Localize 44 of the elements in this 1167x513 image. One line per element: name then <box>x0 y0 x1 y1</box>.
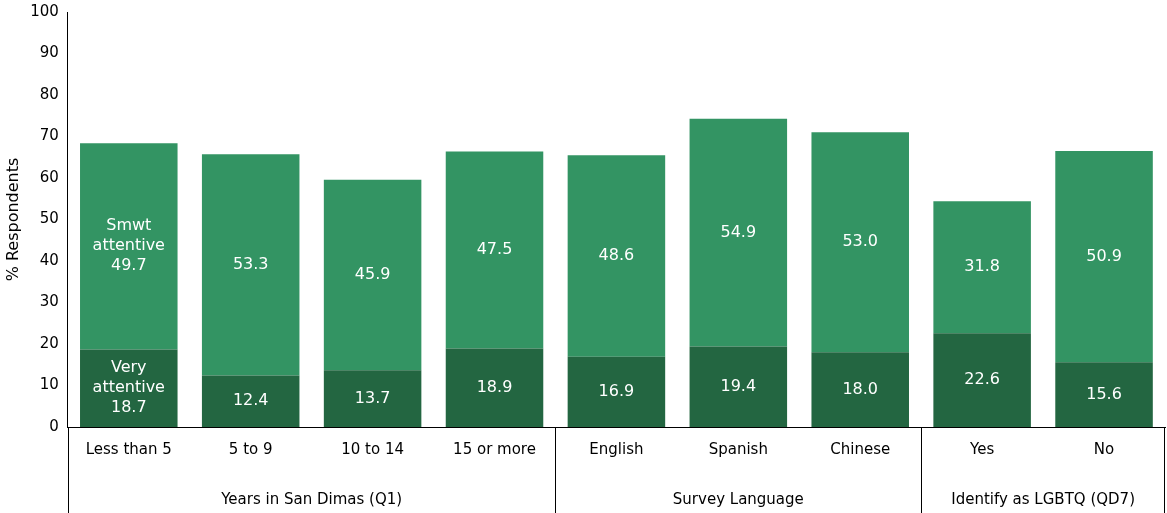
data-label: 18.7 <box>110 397 147 417</box>
data-label: 49.7 <box>110 255 147 275</box>
data-label: 53.3 <box>232 254 269 274</box>
data-label: 13.7 <box>354 387 391 407</box>
y-tick-label: 100 <box>30 1 59 20</box>
data-label: 45.9 <box>354 264 391 284</box>
x-tick-label: 15 or more <box>453 439 536 458</box>
data-label: 12.4 <box>232 390 269 410</box>
x-tick-label: English <box>589 439 644 458</box>
data-label: 48.6 <box>598 245 635 265</box>
text: Identify as LGBTQ (QD7) <box>951 489 1135 508</box>
series-label: Very attentive <box>92 357 165 397</box>
y-tick-label: 40 <box>39 250 59 269</box>
series-label: Smwt attentive <box>92 215 165 255</box>
x-tick-label: Chinese <box>830 439 891 458</box>
y-tick-label: 20 <box>39 333 59 352</box>
y-tick-label: 70 <box>39 126 59 145</box>
x-tick-label: Less than 5 <box>85 439 172 458</box>
data-label: 18.0 <box>842 378 879 398</box>
data-label: 19.4 <box>720 375 757 395</box>
x-tick-label: 10 to 14 <box>341 439 404 458</box>
data-label: 31.8 <box>964 256 1000 276</box>
y-tick-label: 80 <box>39 84 59 103</box>
y-tick-label: 30 <box>39 292 59 311</box>
data-label: 18.9 <box>476 376 513 396</box>
data-label: 16.9 <box>598 381 635 401</box>
y-tick-label: 60 <box>39 167 59 186</box>
x-tick-label: 5 to 9 <box>228 439 273 458</box>
data-label: 53.0 <box>842 231 879 251</box>
text: Years in San Dimas (Q1) <box>220 489 403 508</box>
data-label: 54.9 <box>720 221 757 241</box>
y-tick-label: 0 <box>49 416 59 435</box>
data-label: 15.6 <box>1086 383 1122 403</box>
data-label: 50.9 <box>1086 245 1122 265</box>
x-tick-label: Spanish <box>708 439 768 458</box>
data-label: 22.6 <box>964 369 1000 389</box>
y-tick-label: 50 <box>39 209 59 228</box>
text: Survey Language <box>672 489 804 508</box>
y-tick-label: 10 <box>39 375 59 394</box>
data-label: 47.5 <box>476 239 513 259</box>
x-tick-label: No <box>1093 439 1115 458</box>
y-tick-label: 90 <box>39 43 59 62</box>
y-axis-title: % Respondents <box>2 157 22 282</box>
x-tick-label: Yes <box>969 439 995 458</box>
